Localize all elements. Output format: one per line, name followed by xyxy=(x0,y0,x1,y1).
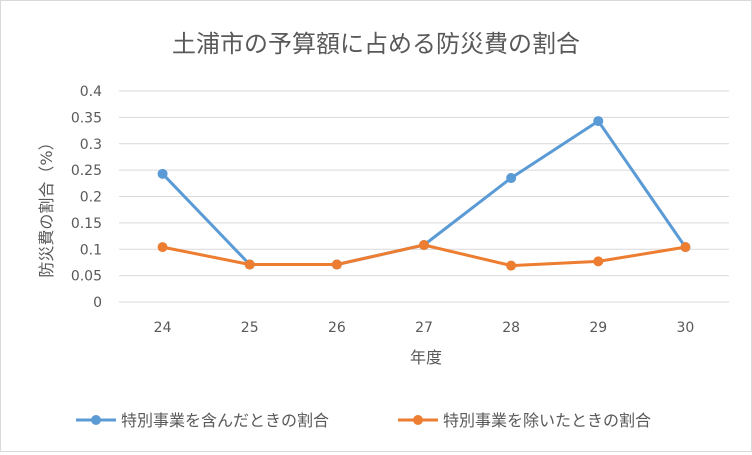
x-axis-tick-labels: 24 25 26 27 28 29 30 xyxy=(154,320,695,336)
series-2-point xyxy=(157,242,168,253)
chart-title: 土浦市の予算額に占める防災費の割合 xyxy=(172,30,580,58)
series-lines xyxy=(157,116,691,271)
y-tick-label: 0.2 xyxy=(80,190,102,206)
y-tick-label: 0.35 xyxy=(71,110,102,126)
legend-marker-1 xyxy=(91,415,101,425)
gridlines xyxy=(119,90,729,303)
series-2-point xyxy=(244,259,255,270)
x-tick-label: 27 xyxy=(415,320,433,336)
x-tick-label: 28 xyxy=(502,320,520,336)
x-axis-title: 年度 xyxy=(410,348,442,367)
x-tick-label: 25 xyxy=(241,320,259,336)
y-axis-title: 防災費の割合（%） xyxy=(37,134,56,277)
series-2-point xyxy=(680,242,691,253)
y-axis-tick-labels: 0 0.05 0.1 0.15 0.2 0.25 0.3 0.35 0.4 xyxy=(71,84,102,311)
y-tick-label: 0.3 xyxy=(80,137,102,153)
series-1-point xyxy=(593,116,604,127)
series-2-point xyxy=(506,260,517,271)
legend-marker-2 xyxy=(413,415,423,425)
x-tick-label: 26 xyxy=(328,320,346,336)
y-tick-label: 0.4 xyxy=(80,84,102,100)
series-2-point xyxy=(419,240,429,251)
x-tick-label: 30 xyxy=(677,320,695,336)
series-2-point xyxy=(593,256,604,267)
legend-label-1: 特別事業を含んだときの割合 xyxy=(121,411,329,430)
legend: 特別事業を含んだときの割合 特別事業を除いたときの割合 xyxy=(76,411,651,430)
y-tick-label: 0.05 xyxy=(71,269,102,285)
series-2-point xyxy=(331,259,342,270)
y-tick-label: 0.15 xyxy=(71,216,102,232)
legend-label-2: 特別事業を除いたときの割合 xyxy=(443,411,651,430)
x-tick-label: 24 xyxy=(154,320,172,336)
x-tick-label: 29 xyxy=(589,320,607,336)
y-tick-label: 0.25 xyxy=(71,163,102,179)
y-tick-label: 0 xyxy=(93,295,102,311)
y-tick-label: 0.1 xyxy=(80,242,102,258)
series-1-point xyxy=(157,168,168,179)
series-1-point xyxy=(506,173,517,184)
